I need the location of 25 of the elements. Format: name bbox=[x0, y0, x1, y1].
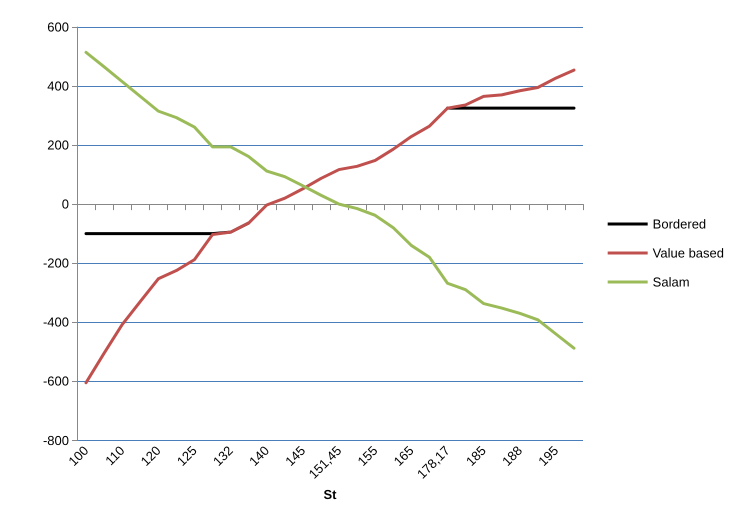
x-tick-label: 188 bbox=[499, 442, 526, 469]
x-tick-label: 185 bbox=[462, 442, 489, 469]
x-tick-label: 132 bbox=[210, 442, 236, 469]
y-tick-label: 400 bbox=[47, 78, 69, 94]
x-tick-label: 155 bbox=[354, 442, 380, 469]
line-series bbox=[84, 50, 576, 350]
legend-label: Value based bbox=[652, 246, 724, 260]
legend-label: Salam bbox=[652, 274, 690, 290]
x-tick-label: 120 bbox=[138, 442, 164, 469]
x-tick-label: 125 bbox=[174, 442, 200, 469]
x-tick-label: 145 bbox=[282, 442, 308, 469]
y-tick-label: 600 bbox=[47, 20, 69, 34]
y-tick-label: -800 bbox=[42, 432, 69, 448]
x-axis-title: St bbox=[324, 487, 338, 502]
line-series bbox=[84, 68, 576, 384]
y-tick-label: 0 bbox=[62, 196, 69, 212]
y-tick-label: -600 bbox=[42, 374, 69, 389]
y-tick-label: -400 bbox=[42, 314, 69, 330]
legend-label: Bordered bbox=[652, 216, 706, 232]
y-tick-label: 200 bbox=[47, 138, 69, 153]
x-tick-label: 195 bbox=[535, 442, 562, 469]
x-tick-label: 165 bbox=[390, 442, 417, 469]
x-tick-label: 110 bbox=[102, 442, 128, 468]
x-tick-label: 140 bbox=[246, 442, 272, 469]
y-tick-label: -200 bbox=[42, 256, 69, 271]
